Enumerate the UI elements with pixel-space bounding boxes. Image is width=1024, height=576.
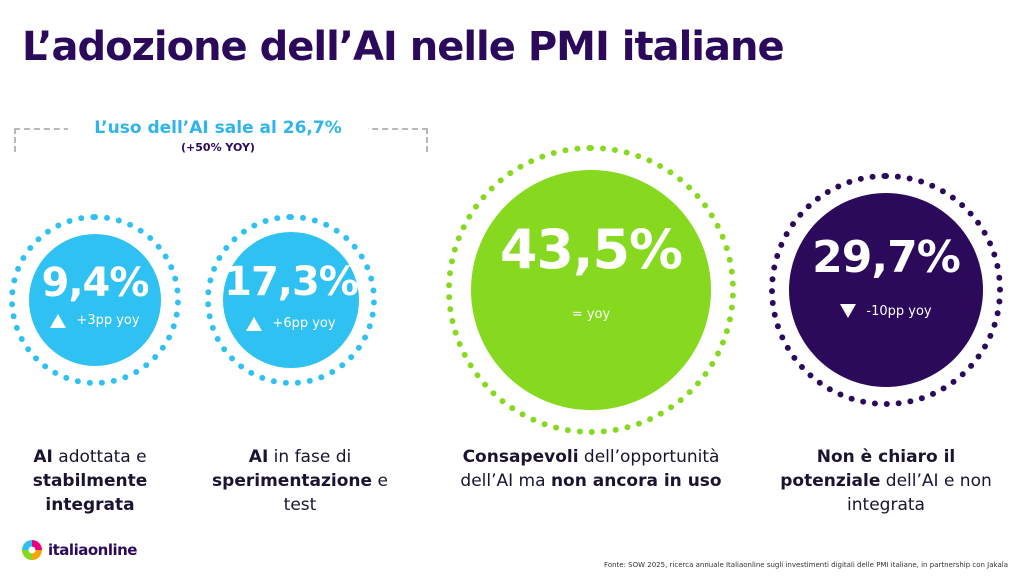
caption-text: adottata e [52,447,147,467]
bracket-title: L’uso dell’AI sale al 26,7% [94,118,342,138]
dotted-ring-1 [9,214,181,386]
dotted-ring-2 [205,214,377,386]
stat-change-3: = yoy [471,307,711,322]
stat-value-1: 9,4% [41,259,150,306]
arrow-up-icon [246,316,263,331]
stat-change-1: +3pp yoy [29,313,161,328]
stat-circle-1: 9,4% +3pp yoy [29,234,161,366]
caption-bold-text: AI [248,447,269,467]
bracket-subtitle: (+50% YOY) [181,141,255,154]
caption-text: e test [283,471,388,515]
caption-bold-text: sperimentazione [212,471,373,491]
stat-change-label: = yoy [571,306,611,322]
stat-caption-2: AI in fase di sperimentazione e test [210,445,390,517]
dotted-ring-4 [769,173,1003,407]
source-footnote: Fonte: SOW 2025, ricerca annuale Italiao… [604,561,1008,569]
dotted-ring-3 [446,145,736,435]
stat-value-4: 29,7% [812,231,961,283]
caption-bold-text: stabilmente integrata [32,471,148,515]
stat-change-2: +6pp yoy [223,316,359,331]
stat-value-3: 43,5% [499,218,683,282]
caption-bold-text: non ancora in uso [550,471,722,491]
stat-circle-2: 17,3% +6pp yoy [223,232,359,368]
stat-circle-4: 29,7% -10pp yoy [789,193,983,387]
stat-change-label: +3pp yoy [76,313,140,329]
page-title: L’adozione dell’AI nelle PMI italiane [22,24,785,70]
caption-text: in fase di [268,447,352,467]
arrow-down-icon [840,304,857,319]
stat-change-label: -10pp yoy [866,303,932,319]
caption-bold-text: AI [33,447,53,467]
italiaonline-logo: italiaonline [22,538,137,562]
stat-change-4: -10pp yoy [789,304,983,319]
logo-text: italiaonline [48,541,137,559]
caption-text: dell’AI e non integrata [847,471,992,515]
stat-caption-3: Consapevoli dell’opportunità dell’AI ma … [456,445,726,493]
caption-bold-text: Consapevoli [462,447,579,467]
caption-text: dell’opportunità dell’AI ma [460,447,720,491]
stat-caption-4: Non è chiaro il potenziale dell’AI e non… [776,445,996,517]
bracket-header: L’uso dell’AI sale al 26,7% (+50% YOY) [68,118,368,154]
stat-caption-1: AI adottata e stabilmente integrata [15,445,165,517]
stat-value-2: 17,3% [224,258,359,305]
stat-circle-3: 43,5% = yoy [471,170,711,410]
arrow-up-icon [50,313,67,328]
caption-bold-text: Non è chiaro il potenziale [780,447,956,491]
stat-change-label: +6pp yoy [272,316,336,332]
logo-icon [22,540,42,560]
